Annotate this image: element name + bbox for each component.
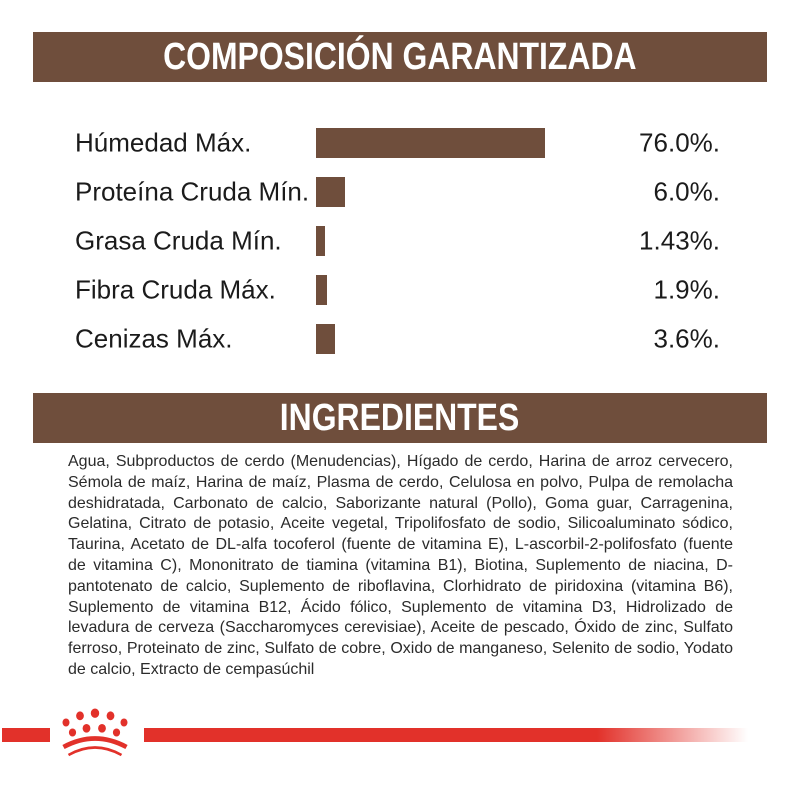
royal-canin-crown-icon	[62, 708, 128, 757]
chart-bar	[316, 225, 325, 256]
chart-row-label: Húmedad Máx.	[75, 127, 252, 157]
chart-row-value: 1.43%.	[639, 225, 720, 255]
chart-row-label: Grasa Cruda Mín.	[75, 225, 282, 255]
guaranteed-analysis-chart: Húmedad Máx. 76.0%. Proteína Cruda Mín. …	[0, 118, 800, 363]
chart-bar	[316, 127, 545, 158]
chart-bar	[316, 176, 345, 207]
chart-row-value: 1.9%.	[653, 274, 721, 304]
chart-row-label: Proteína Cruda Mín.	[75, 176, 310, 206]
chart-row: Cenizas Máx. 3.6%.	[0, 314, 800, 363]
composition-banner: COMPOSICIÓN GARANTIZADA	[33, 32, 767, 82]
chart-row-value: 76.0%.	[639, 127, 720, 157]
chart-row: Proteína Cruda Mín. 6.0%.	[0, 167, 800, 216]
footer-stripe-right	[144, 728, 748, 742]
footer-stripe-left	[2, 728, 50, 742]
ingredients-text: Agua, Subproductos de cerdo (Menudencias…	[68, 453, 733, 678]
chart-row: Húmedad Máx. 76.0%.	[0, 118, 800, 167]
chart-row-label: Cenizas Máx.	[75, 323, 233, 353]
chart-row: Grasa Cruda Mín. 1.43%.	[0, 216, 800, 265]
chart-bar	[316, 323, 336, 354]
ingredients-title: INGREDIENTES	[280, 397, 520, 439]
chart-row-label: Fibra Cruda Máx.	[75, 274, 276, 304]
chart-row-value: 6.0%.	[653, 176, 721, 206]
chart-row: Fibra Cruda Máx. 1.9%.	[0, 265, 800, 314]
composition-title: COMPOSICIÓN GARANTIZADA	[163, 36, 637, 78]
ingredients-banner: INGREDIENTES	[33, 393, 767, 443]
chart-bar	[316, 274, 328, 305]
chart-row-value: 3.6%.	[653, 323, 721, 353]
